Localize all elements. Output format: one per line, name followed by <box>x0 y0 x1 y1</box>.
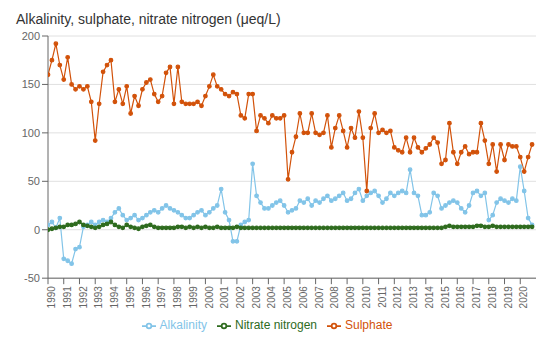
svg-text:2020: 2020 <box>518 286 529 309</box>
svg-text:2011: 2011 <box>377 286 388 308</box>
svg-text:2002: 2002 <box>235 286 246 309</box>
svg-text:1997: 1997 <box>156 286 167 309</box>
html-text:Nitrate nitrogen: Nitrate nitrogen <box>235 318 317 333</box>
svg-text:2008: 2008 <box>329 286 340 309</box>
svg-text:2012: 2012 <box>392 286 403 309</box>
svg-text:2014: 2014 <box>424 286 435 309</box>
svg-text:2009: 2009 <box>345 286 356 309</box>
svg-text:2010: 2010 <box>361 286 372 309</box>
svg-text:2003: 2003 <box>251 286 262 309</box>
svg-text:150: 150 <box>22 78 40 90</box>
svg-text:2004: 2004 <box>266 286 277 309</box>
svg-text:1993: 1993 <box>93 286 104 309</box>
svg-text:2006: 2006 <box>298 286 309 309</box>
svg-text:1992: 1992 <box>78 286 89 309</box>
svg-text:1995: 1995 <box>125 286 136 309</box>
svg-text:0: 0 <box>34 224 40 236</box>
svg-text:1998: 1998 <box>172 286 183 309</box>
svg-text:1994: 1994 <box>109 286 120 309</box>
svg-text:2017: 2017 <box>471 286 482 309</box>
svg-text:2000: 2000 <box>204 286 215 309</box>
svg-text:2019: 2019 <box>503 286 514 309</box>
html-text:Alkalinity: Alkalinity <box>159 318 207 333</box>
svg-text:2016: 2016 <box>455 286 466 309</box>
html-text:Alkalinity, sulphate, nitrate: Alkalinity, sulphate, nitrate nitrogen (… <box>16 11 281 27</box>
svg-text:2015: 2015 <box>440 286 451 309</box>
svg-text:100: 100 <box>22 127 40 139</box>
svg-text:2013: 2013 <box>408 286 419 309</box>
svg-text:200: 200 <box>22 30 40 42</box>
svg-text:2001: 2001 <box>219 286 230 309</box>
svg-text:1990: 1990 <box>46 286 57 309</box>
html-text:Sulphate: Sulphate <box>345 318 393 333</box>
svg-text:-50: -50 <box>24 272 40 284</box>
svg-text:1996: 1996 <box>141 286 152 309</box>
svg-text:2007: 2007 <box>314 286 325 309</box>
svg-text:1999: 1999 <box>188 286 199 309</box>
svg-text:2018: 2018 <box>487 286 498 309</box>
svg-text:50: 50 <box>28 175 40 187</box>
svg-text:2005: 2005 <box>282 286 293 309</box>
svg-text:1991: 1991 <box>62 286 73 309</box>
